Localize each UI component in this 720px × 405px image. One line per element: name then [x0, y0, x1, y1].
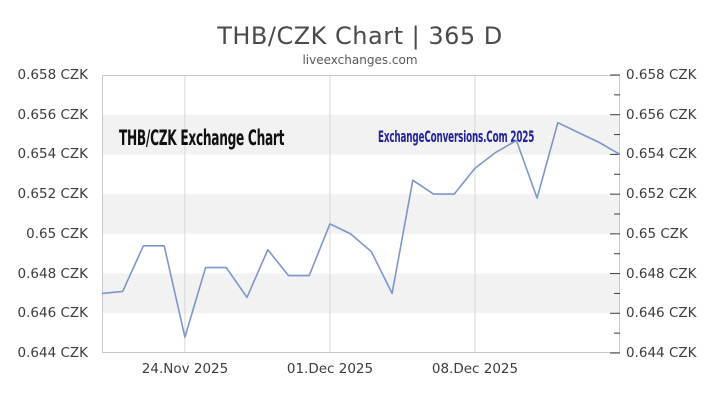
y-axis-label-left: 0.656 CZK [17, 107, 88, 123]
grid-band [102, 273, 620, 314]
x-axis-label: 08.Dec 2025 [431, 361, 519, 377]
y-axis-label-right: 0.646 CZK [626, 305, 697, 321]
watermark-chart-name: THB/CZK Exchange Chart [119, 126, 285, 150]
x-axis-label: 24.Nov 2025 [141, 361, 229, 377]
y-axis-label-left: 0.648 CZK [17, 266, 88, 282]
y-axis-label-right: 0.654 CZK [626, 146, 697, 162]
y-axis-label-left: 0.652 CZK [17, 186, 88, 202]
y-axis-label-left: 0.65 CZK [26, 226, 88, 242]
y-axis-label-left: 0.658 CZK [17, 67, 88, 83]
y-axis-label-right: 0.644 CZK [626, 345, 697, 361]
chart-title: THB/CZK Chart | 365 D [217, 22, 503, 50]
y-axis-label-left: 0.654 CZK [17, 146, 88, 162]
y-axis-label-right: 0.656 CZK [626, 107, 697, 123]
y-axis-label-right: 0.648 CZK [626, 266, 697, 282]
chart-subtitle: liveexchanges.com [302, 53, 418, 67]
y-axis-label-right: 0.652 CZK [626, 186, 697, 202]
y-axis-label-left: 0.646 CZK [17, 305, 88, 321]
grid-band [102, 194, 620, 234]
watermark-site: ExchangeConversions.Com 2025 [378, 127, 535, 146]
y-axis-label-right: 0.658 CZK [626, 67, 697, 83]
grid-band [102, 114, 620, 155]
y-axis-label-left: 0.644 CZK [17, 345, 88, 361]
x-axis-label: 01.Dec 2025 [286, 361, 374, 377]
y-axis-label-right: 0.65 CZK [626, 226, 688, 242]
price-line [101, 121, 621, 338]
